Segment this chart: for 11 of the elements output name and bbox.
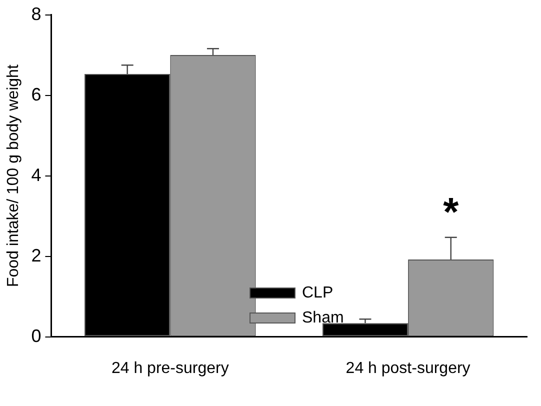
y-axis-title: Food intake/ 100 g body weight <box>5 64 22 287</box>
y-tick-label: 2 <box>31 245 42 266</box>
y-tick-label: 8 <box>31 4 42 24</box>
y-tick-label: 4 <box>31 164 42 185</box>
y-tick-label: 6 <box>31 84 42 104</box>
x-tick-label: 24 h pre-surgery <box>111 360 229 377</box>
legend-label: Sham <box>302 309 344 326</box>
y-tick-label: 0 <box>31 326 42 346</box>
annotation: * <box>443 190 460 235</box>
x-tick-label: 24 h post-surgery <box>346 360 470 377</box>
legend-label: CLP <box>302 284 334 302</box>
